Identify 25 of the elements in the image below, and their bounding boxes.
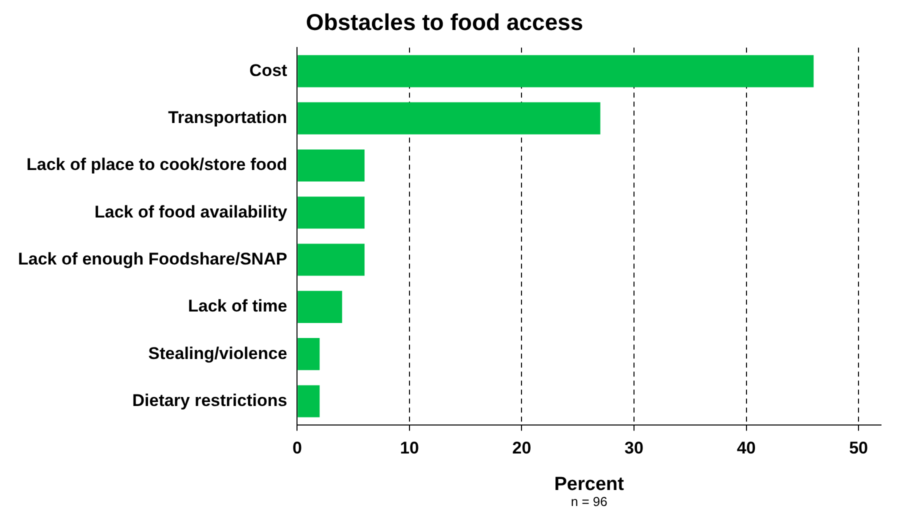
bar [298, 102, 600, 134]
y-tick-label: Lack of place to cook/store food [26, 155, 288, 174]
x-axis-title: Percent [554, 474, 625, 495]
bar [298, 196, 365, 229]
bar [298, 244, 365, 276]
x-tick-label: 40 [736, 438, 756, 458]
bar [298, 55, 814, 88]
y-tick-label: Lack of enough Foodshare/SNAP [18, 249, 288, 268]
y-tick-label: Cost [249, 60, 288, 80]
x-tick-label: 50 [849, 438, 868, 458]
x-tick-label: 30 [624, 438, 644, 458]
y-tick-label: Lack of food availability [94, 202, 288, 222]
y-tick-label: Dietary restrictions [132, 390, 288, 410]
y-tick-label: Stealing/violence [148, 344, 288, 363]
bar [298, 385, 320, 418]
text: n = 96 [570, 494, 608, 510]
bar [298, 338, 320, 370]
y-tick-label: Transportation [168, 108, 288, 128]
bar [298, 290, 342, 323]
x-tick-label: 10 [400, 438, 419, 458]
bar [298, 149, 365, 182]
chart-title: Obstacles to food access [306, 9, 584, 36]
y-tick-label: Lack of time [188, 296, 288, 316]
x-tick-label: 0 [292, 438, 302, 458]
x-tick-label: 20 [512, 438, 532, 458]
